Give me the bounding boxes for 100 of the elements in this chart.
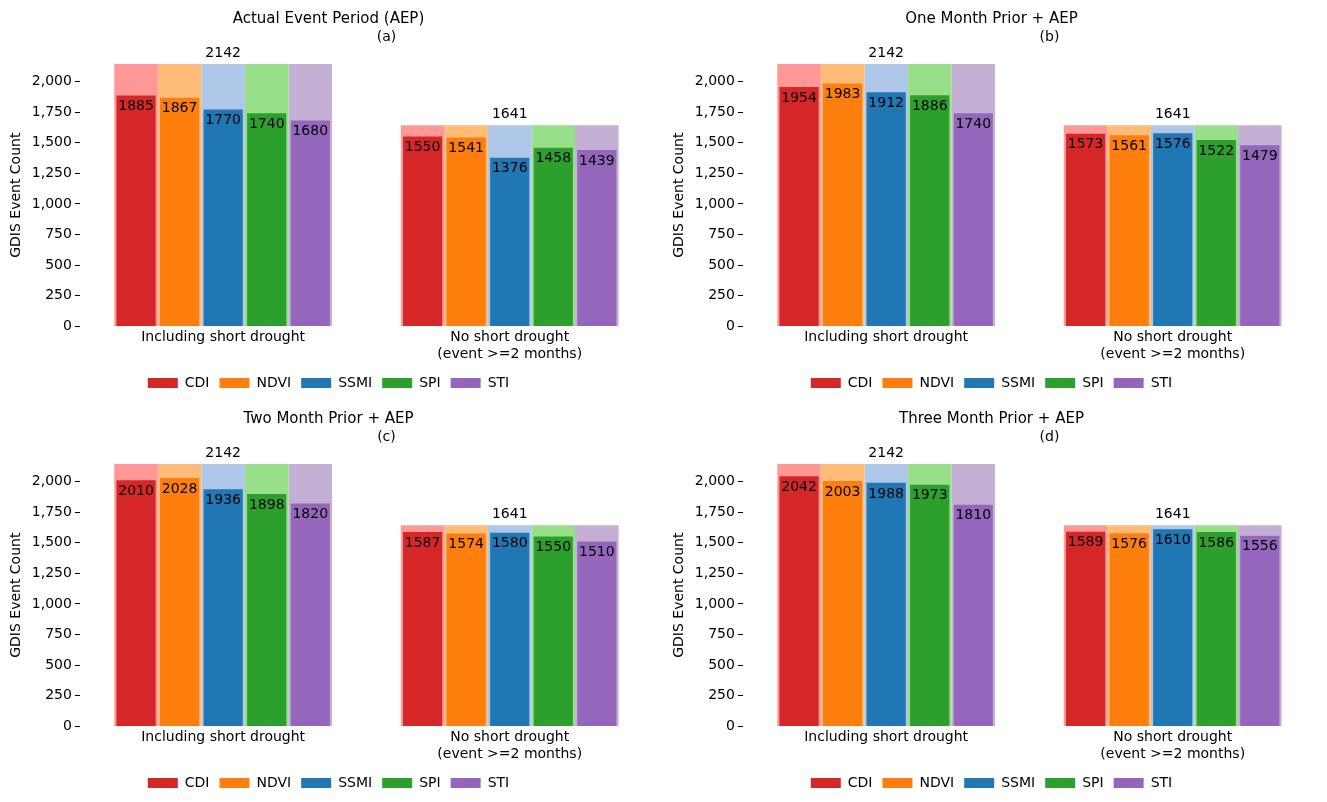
y-tick-label: 750 (708, 225, 735, 242)
legend-label: STI (487, 773, 510, 790)
data-label: 1510 (579, 543, 615, 560)
y-tick-label: 0 (725, 717, 735, 734)
bar (203, 109, 243, 326)
bar (823, 481, 863, 726)
y-tick-label: 2,000 (694, 72, 735, 89)
data-label: 1479 (1242, 146, 1278, 163)
x-tick-label: Including short drought (141, 728, 306, 745)
legend-label: STI (1150, 773, 1173, 790)
bar (403, 136, 443, 326)
data-label: 1589 (1067, 533, 1104, 550)
chart-title: Actual Event Period (AEP) (232, 8, 425, 27)
data-label: 1988 (868, 484, 904, 501)
legend-label: NDVI (256, 773, 292, 790)
y-tick-label: 1,500 (694, 133, 735, 150)
text: 2142 (205, 443, 241, 460)
legend-label: CDI (847, 773, 873, 790)
data-label: 2042 (781, 477, 817, 494)
bar (866, 482, 906, 726)
data-label: 1810 (955, 506, 992, 523)
data-label: 1439 (579, 151, 615, 168)
bar (953, 504, 993, 726)
y-tick-label: 250 (708, 286, 735, 303)
data-label: 1576 (1111, 534, 1148, 551)
legend-label: CDI (184, 373, 210, 390)
data-label: 1973 (911, 486, 948, 503)
bar (290, 503, 330, 726)
data-label: 2003 (824, 482, 861, 499)
y-tick-label: 500 (45, 255, 72, 272)
bar (116, 95, 156, 326)
y-tick-label: 0 (62, 717, 72, 734)
legend-label: NDVI (919, 773, 955, 790)
legend-label: SSMI (338, 373, 373, 390)
legend-label: NDVI (256, 373, 292, 390)
y-tick-label: 1,750 (31, 102, 72, 119)
data-label: 1550 (404, 138, 441, 155)
data-label: 1740 (955, 114, 992, 131)
y-tick-label: 250 (708, 686, 735, 703)
annotation: 1641 (1154, 105, 1191, 122)
y-axis-title: GDIS Event Count (7, 532, 24, 658)
bar (533, 536, 573, 726)
text: 2142 (205, 43, 241, 60)
text: (a) (376, 27, 397, 44)
y-tick-label: 0 (725, 317, 735, 334)
y-axis-title: GDIS Event Count (670, 532, 687, 658)
data-label: 1522 (1198, 141, 1235, 158)
data-label: 1458 (535, 149, 572, 166)
y-tick-label: 1,500 (31, 533, 72, 550)
data-label: 1898 (248, 495, 285, 512)
bar (533, 147, 573, 326)
chart-title: Three Month Prior + AEP (898, 408, 1084, 427)
x-tick-label: No short drought (event >=2 months) (437, 328, 583, 362)
x-tick-label: No short drought (event >=2 months) (1100, 328, 1246, 362)
data-label: 1936 (205, 490, 242, 507)
y-tick-label: 750 (708, 625, 735, 642)
bar (866, 92, 906, 326)
y-tick-label: 1,250 (31, 563, 72, 580)
legend-label: STI (487, 373, 510, 390)
bar (577, 541, 617, 726)
y-tick-label: 0 (62, 317, 72, 334)
data-label: 1820 (292, 505, 329, 522)
bar (1240, 145, 1280, 326)
x-tick-label: Including short drought (804, 328, 969, 345)
text: (d) (1039, 427, 1060, 444)
bar (577, 150, 617, 326)
legend-label: SSMI (338, 773, 373, 790)
bar (247, 113, 287, 326)
y-tick-label: 250 (45, 686, 72, 703)
data-label: 1376 (491, 159, 528, 176)
bar (247, 493, 287, 726)
data-label: 1550 (535, 538, 572, 555)
y-tick-label: 1,000 (31, 594, 72, 611)
text: (b) (1039, 27, 1060, 44)
bar (910, 95, 950, 326)
y-tick-label: 750 (45, 225, 72, 242)
data-label: 1983 (824, 85, 861, 102)
y-tick-label: 1,500 (694, 533, 735, 550)
x-tick-label: No short drought (event >=2 months) (437, 728, 583, 762)
y-tick-label: 1,250 (31, 163, 72, 180)
y-tick-label: 2,000 (31, 472, 72, 489)
y-tick-label: 1,250 (694, 563, 735, 580)
chart-title: One Month Prior + AEP (905, 8, 1078, 27)
annotation: 1641 (491, 105, 528, 122)
data-label: 1680 (292, 122, 329, 139)
y-tick-label: 1,750 (694, 502, 735, 519)
legend-label: SPI (1082, 373, 1104, 390)
x-tick-label: Including short drought (141, 328, 306, 345)
data-label: 1886 (911, 97, 948, 113)
data-label: 2028 (161, 479, 198, 496)
text: 2142 (868, 443, 904, 460)
data-label: 1867 (161, 99, 198, 116)
data-label: 2010 (118, 481, 154, 498)
text: (c) (377, 427, 396, 444)
data-label: 1740 (248, 114, 285, 131)
bar (160, 477, 200, 726)
y-tick-label: 1,000 (31, 194, 72, 211)
bar (910, 484, 950, 726)
y-tick-label: 500 (45, 655, 72, 672)
data-label: 1587 (404, 533, 441, 550)
